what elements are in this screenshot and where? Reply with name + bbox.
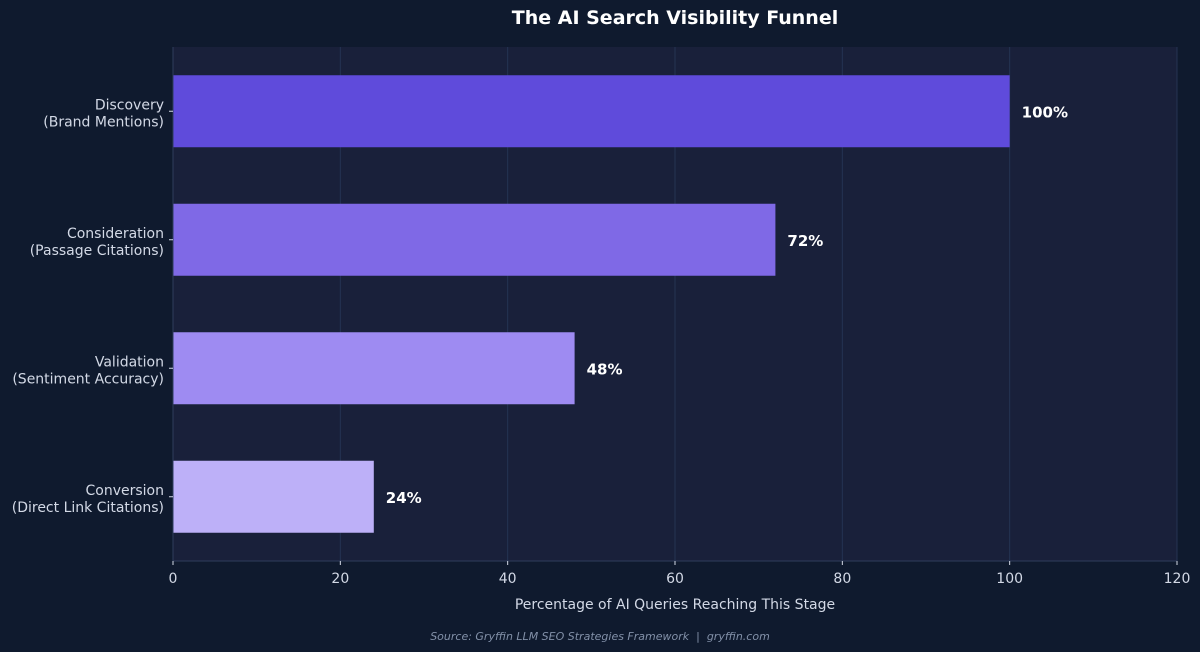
bar-value-label: 100% (1022, 103, 1068, 121)
category-label: Conversion (Direct Link Citations) (12, 483, 164, 516)
x-tick-label: 80 (833, 571, 851, 587)
category-label-line: (Sentiment Accuracy) (12, 371, 164, 387)
x-axis: 0 20 40 60 80 100 120 (169, 560, 1191, 587)
category-label: Validation (Sentiment Accuracy) (12, 354, 164, 387)
bar (173, 460, 374, 533)
x-tick-label: 40 (499, 571, 517, 587)
category-label: Discovery (Brand Mentions) (43, 97, 164, 130)
y-axis: Discovery (Brand Mentions) Consideration (P… (12, 47, 174, 561)
bar (173, 332, 575, 405)
category-label-line: Validation (95, 354, 164, 370)
category-label-line: (Brand Mentions) (43, 114, 164, 130)
category-label-line: (Direct Link Citations) (12, 500, 164, 516)
category-label-line: (Passage Citations) (30, 243, 164, 259)
bar-value-label: 72% (787, 232, 823, 250)
category-label-line: Consideration (67, 226, 164, 242)
x-tick-label: 0 (169, 571, 178, 587)
chart-title: The AI Search Visibility Funnel (512, 7, 838, 29)
x-tick-label: 20 (331, 571, 349, 587)
source-note: Source: Gryffin LLM SEO Strategies Frame… (430, 630, 770, 643)
bar-value-label: 24% (386, 489, 422, 507)
x-axis-label: Percentage of AI Queries Reaching This S… (515, 597, 835, 613)
category-label-line: Discovery (95, 97, 164, 113)
x-tick-label: 100 (996, 571, 1023, 587)
category-label-line: Conversion (86, 483, 165, 499)
bar (173, 75, 1010, 148)
bar (173, 203, 776, 276)
category-label: Consideration (Passage Citations) (30, 226, 164, 259)
bars: 100% 72% 48% 24% (173, 75, 1068, 533)
x-tick-label: 120 (1164, 571, 1191, 587)
x-tick-label: 60 (666, 571, 684, 587)
bar-value-label: 48% (587, 360, 623, 378)
